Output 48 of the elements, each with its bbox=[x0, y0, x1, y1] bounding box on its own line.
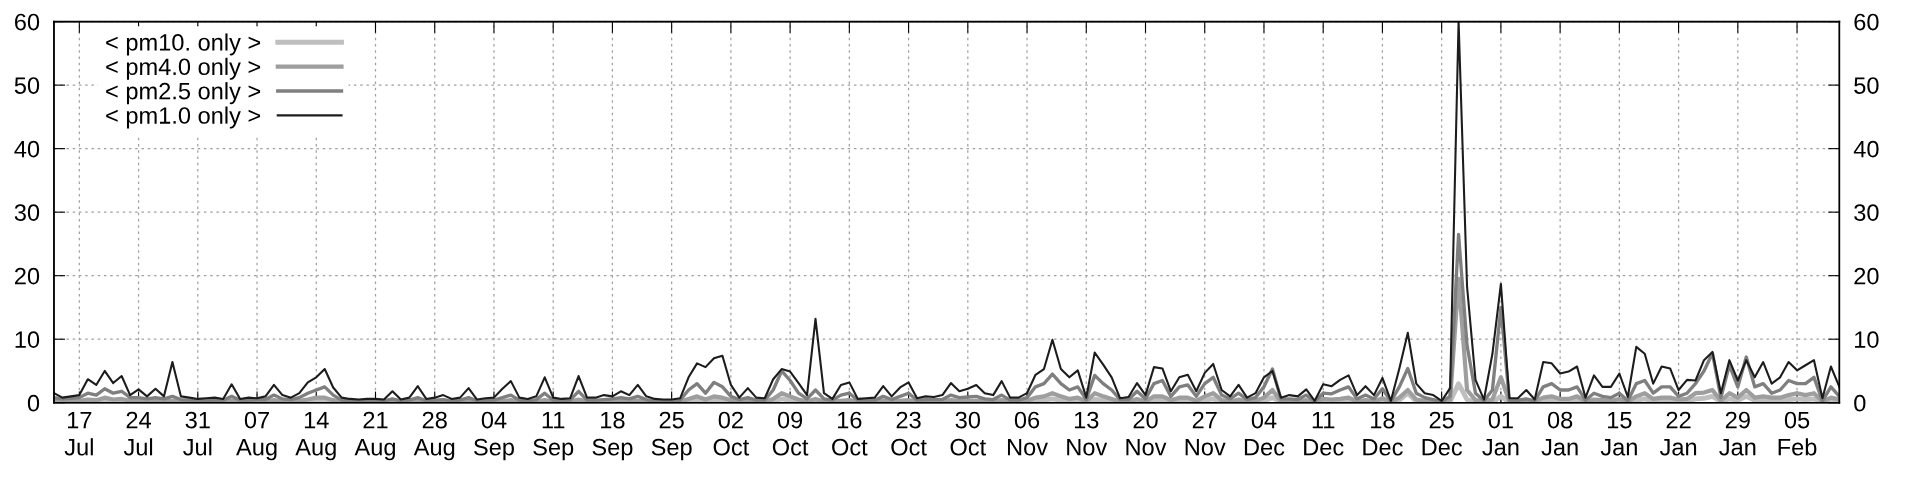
x-tick-label: 17 Jul bbox=[64, 411, 93, 456]
x-tick-label: 18 Dec bbox=[1363, 411, 1403, 456]
x-tick-label: 14 Aug bbox=[295, 411, 336, 461]
x-tick-label: 08 Jan bbox=[1541, 411, 1578, 456]
y-tick-label: 0 bbox=[27, 394, 40, 412]
x-tick-label: 01 Jan bbox=[1482, 411, 1519, 456]
y2-tick-label: 30 bbox=[1854, 204, 1879, 221]
x-tick-label: 06 Nov bbox=[1007, 411, 1048, 456]
x-tick-label: 28 Aug bbox=[413, 411, 455, 461]
legend-label: < pm10. only > bbox=[106, 33, 261, 56]
x-tick-label: 16 Oct bbox=[832, 411, 868, 456]
y2-tick-label: 60 bbox=[1854, 13, 1879, 31]
x-tick-label: 27 Nov bbox=[1185, 411, 1226, 456]
x-tick-label: 09 Oct bbox=[772, 411, 809, 456]
x-tick-label: 04 Sep bbox=[474, 411, 514, 461]
x-tick-label: 20 Nov bbox=[1126, 411, 1167, 456]
y-tick-label: 60 bbox=[15, 13, 40, 31]
legend-label: < pm4.0 only > bbox=[106, 57, 261, 80]
legend-label: < pm1.0 only > bbox=[106, 106, 261, 129]
x-tick-label: 13 Nov bbox=[1067, 411, 1108, 456]
x-tick-label: 22 Jan bbox=[1659, 411, 1697, 456]
y2-tick-label: 20 bbox=[1854, 267, 1879, 285]
y2-tick-label: 50 bbox=[1854, 77, 1879, 94]
x-tick-label: 23 Oct bbox=[891, 411, 927, 456]
y-tick-label: 40 bbox=[14, 140, 40, 158]
y2-tick-label: 10 bbox=[1855, 331, 1879, 348]
x-tick-label: 15 Jan bbox=[1600, 411, 1637, 456]
x-tick-label: 29 Jan bbox=[1719, 411, 1756, 456]
x-tick-label: 04 Dec bbox=[1244, 411, 1285, 456]
y2-tick-label: 40 bbox=[1853, 140, 1879, 158]
x-tick-label: 18 Sep bbox=[592, 411, 633, 461]
x-tick-label: 25 Sep bbox=[651, 411, 692, 461]
x-tick-label: 21 Aug bbox=[354, 411, 395, 461]
x-tick-label: 05 Feb bbox=[1778, 411, 1817, 456]
x-tick-label: 31 Jul bbox=[183, 411, 212, 456]
x-tick-label: 25 Dec bbox=[1422, 411, 1463, 456]
y-tick-label: 30 bbox=[14, 204, 40, 221]
x-tick-label: 30 Oct bbox=[950, 411, 986, 456]
x-tick-label: 24 Jul bbox=[123, 411, 153, 456]
y2-tick-label: 0 bbox=[1854, 394, 1866, 412]
legend-label: < pm2.5 only > bbox=[106, 82, 261, 105]
y-tick-label: 10 bbox=[15, 331, 40, 348]
x-tick-label: 02 Oct bbox=[713, 411, 750, 456]
x-tick-label: 11 Sep bbox=[533, 411, 574, 461]
x-tick-label: 11 Dec bbox=[1304, 411, 1344, 456]
y-tick-label: 50 bbox=[14, 77, 40, 94]
y-tick-label: 20 bbox=[14, 267, 40, 285]
x-tick-label: 07 Aug bbox=[236, 411, 277, 461]
